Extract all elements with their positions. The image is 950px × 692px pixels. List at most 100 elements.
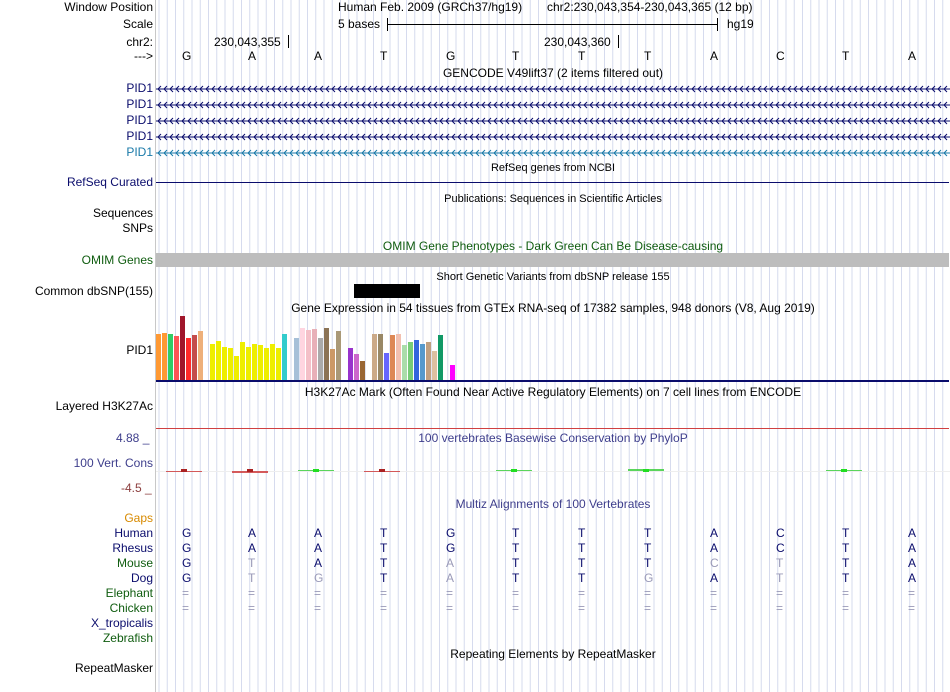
multiz-base: A [314,526,323,540]
gtex-tissue-bar[interactable] [222,347,227,380]
gtex-tissue-bar[interactable] [450,365,455,380]
gtex-tissue-bar[interactable] [354,354,359,380]
gtex-tissue-bar[interactable] [228,348,233,380]
gtex-tissue-bar[interactable] [174,336,179,380]
gtex-tissue-bar[interactable] [264,348,269,380]
gtex-tissue-bar[interactable] [270,344,275,380]
gtex-tissue-bar[interactable] [300,328,305,380]
gtex-tissue-bar[interactable] [312,329,317,380]
gtex-gene-line [156,380,949,382]
h3k27ac-track-label[interactable]: Layered H3K27Ac [55,399,153,413]
gtex-tissue-bar[interactable] [234,356,239,380]
dbsnp-variant-block[interactable] [354,284,420,298]
base-letter: G [446,49,456,63]
gtex-tissue-bar[interactable] [258,345,263,380]
gtex-tissue-bar[interactable] [318,338,323,380]
dbsnp-track-label[interactable]: Common dbSNP(155) [34,284,153,298]
gtex-tissue-bar[interactable] [348,348,353,380]
multiz-base: A [710,541,719,555]
publications-sequences-label[interactable]: Sequences [92,206,153,220]
gtex-tissue-bar[interactable] [384,353,389,380]
gtex-tissue-bar[interactable] [414,340,419,380]
gencode-item-label[interactable]: PID1 [126,129,153,143]
gtex-tissue-bar[interactable] [198,331,203,380]
base-letter: T [512,49,520,63]
gtex-tissue-bar[interactable] [438,335,443,380]
phylop-track-title[interactable]: 100 vertebrates Basewise Conservation by… [418,431,688,445]
multiz-base: = [644,601,652,615]
gencode-track-title[interactable]: GENCODE V49lift37 (2 items filtered out) [442,66,664,80]
gtex-tissue-bar[interactable] [420,344,425,380]
gencode-transcript-line[interactable] [156,100,950,110]
gtex-tissue-bar[interactable] [432,351,437,380]
gencode-item-label[interactable]: PID1 [126,113,153,127]
gencode-transcript-line[interactable] [156,116,950,126]
repeatmasker-track-title[interactable]: Repeating Elements by RepeatMasker [450,647,656,661]
multiz-gaps-label: Gaps [124,511,153,525]
gtex-tissue-bar[interactable] [252,344,257,380]
gencode-transcript-line[interactable] [156,84,950,94]
gtex-tissue-bar[interactable] [396,334,401,380]
multiz-base: = [710,601,718,615]
gtex-tissue-bar[interactable] [330,349,335,380]
multiz-base: T [776,556,784,570]
multiz-base: T [512,526,520,540]
gtex-tissue-bar[interactable] [180,316,185,380]
base-letter: G [182,49,192,63]
gencode-item-label[interactable]: PID1 [126,145,153,159]
gtex-tissue-bar[interactable] [240,342,245,380]
h3k27ac-track-title[interactable]: H3K27Ac Mark (Often Found Near Active Re… [304,385,802,399]
gencode-item-label[interactable]: PID1 [126,97,153,111]
gtex-tissue-bar[interactable] [294,338,299,380]
gtex-tissue-bar[interactable] [246,347,251,380]
gtex-track-title[interactable]: Gene Expression in 54 tissues from GTEx … [291,301,815,315]
gtex-tissue-bar[interactable] [168,334,173,380]
gtex-bar-graph[interactable] [156,316,556,380]
multiz-species-label: Dog [130,571,153,585]
refseq-track-label[interactable]: RefSeq Curated [66,175,153,189]
phylop-graph[interactable] [156,460,950,480]
repeatmasker-track-label[interactable]: RepeatMasker [74,661,153,675]
base-letter: T [644,49,652,63]
gtex-tissue-bar[interactable] [402,345,407,380]
gtex-tissue-bar[interactable] [336,331,341,380]
base-letter: A [314,49,323,63]
dbsnp-track-title[interactable]: Short Genetic Variants from dbSNP releas… [436,271,670,283]
gtex-tissue-bar[interactable] [210,344,215,380]
base-letter: A [248,49,257,63]
gtex-tissue-bar[interactable] [282,334,287,380]
gtex-tissue-bar[interactable] [360,361,365,380]
gtex-tissue-bar[interactable] [408,342,413,380]
gtex-tissue-bar[interactable] [378,334,383,380]
multiz-base: = [314,586,322,600]
multiz-species-label: Mouse [116,556,153,570]
publications-snps-label[interactable]: SNPs [122,221,153,235]
gtex-tissue-bar[interactable] [276,348,281,380]
assembly-text: Human Feb. 2009 (GRCh37/hg19) [338,0,523,14]
refseq-gene-line[interactable] [156,182,949,183]
gtex-tissue-bar[interactable] [324,328,329,380]
gtex-tissue-bar[interactable] [186,338,191,380]
gtex-tissue-bar[interactable] [426,342,431,380]
gtex-tissue-bar[interactable] [372,334,377,380]
omim-track-title[interactable]: OMIM Gene Phenotypes - Dark Green Can Be… [382,239,724,253]
gtex-tissue-bar[interactable] [216,341,221,380]
omim-gene-bar[interactable] [156,253,949,267]
gencode-transcript-line[interactable] [156,132,950,142]
base-letter: T [380,49,388,63]
multiz-track-title[interactable]: Multiz Alignments of 100 Vertebrates [455,497,651,511]
gtex-tissue-bar[interactable] [162,333,167,380]
chrom-tick-2 [618,35,619,48]
publications-track-title[interactable]: Publications: Sequences in Scientific Ar… [444,193,662,205]
gtex-tissue-bar[interactable] [306,330,311,380]
gtex-track-label[interactable]: PID1 [126,343,153,357]
gencode-item-label[interactable]: PID1 [126,81,153,95]
refseq-track-title[interactable]: RefSeq genes from NCBI [490,162,616,174]
gtex-tissue-bar[interactable] [192,335,197,380]
gtex-tissue-bar[interactable] [156,334,161,380]
omim-track-label[interactable]: OMIM Genes [81,253,153,267]
gtex-tissue-bar[interactable] [390,335,395,380]
multiz-base: = [644,586,652,600]
gencode-transcript-line[interactable] [156,148,950,158]
phylop-track-label[interactable]: 100 Vert. Cons [73,456,153,470]
